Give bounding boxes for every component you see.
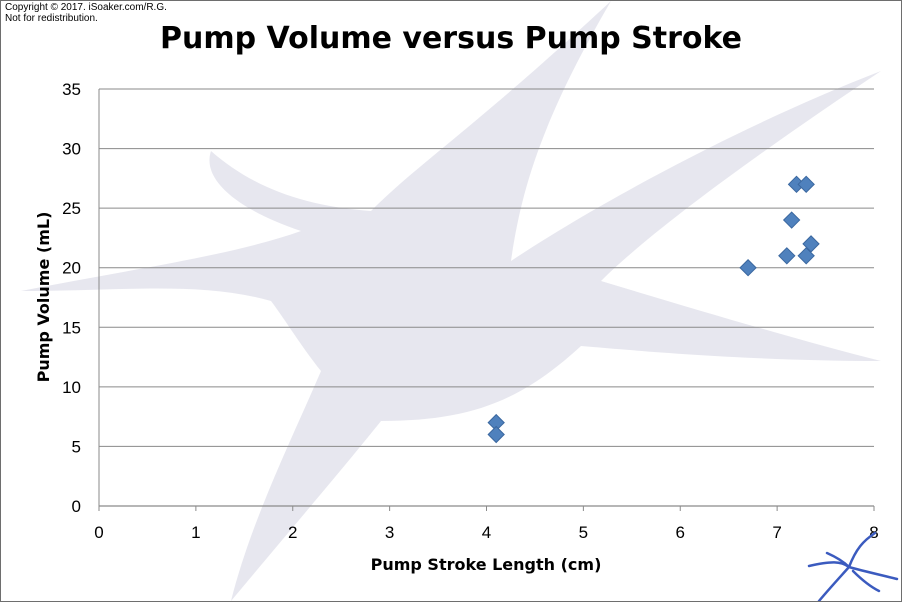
y-tick-label: 35 <box>62 80 81 99</box>
data-point <box>802 235 820 253</box>
x-axis-label: Pump Stroke Length (cm) <box>371 555 602 574</box>
x-tick-label: 1 <box>191 523 200 542</box>
y-tick-label: 0 <box>72 497 81 516</box>
x-tick-label: 7 <box>772 523 781 542</box>
y-tick-label: 5 <box>72 437 81 456</box>
copyright-notice: Copyright © 2017. iSoaker.com/R.G. Not f… <box>5 2 167 24</box>
data-point <box>739 259 757 277</box>
y-axis-label: Pump Volume (mL) <box>34 212 53 383</box>
x-tick-label: 2 <box>288 523 297 542</box>
y-tick-labels: 0 5 10 15 20 25 30 35 <box>62 80 81 516</box>
x-tick-label: 3 <box>385 523 394 542</box>
y-tick-label: 15 <box>62 318 81 337</box>
y-tick-label: 20 <box>62 259 81 278</box>
data-point <box>797 175 815 194</box>
y-tick-label: 10 <box>62 378 81 397</box>
isoaker-splash-logo-icon <box>807 531 899 601</box>
scatter-series <box>487 175 820 444</box>
x-tick-label: 6 <box>676 523 685 542</box>
watermark-splash-icon <box>21 1 881 601</box>
x-tick-label: 5 <box>579 523 588 542</box>
y-tick-label: 30 <box>62 140 81 159</box>
data-point <box>487 425 505 444</box>
data-point <box>797 247 815 265</box>
y-tick-label: 25 <box>62 199 81 218</box>
data-point <box>778 247 796 265</box>
gridlines <box>98 88 875 511</box>
x-tick-label: 0 <box>94 523 103 542</box>
chart-title: Pump Volume versus Pump Stroke <box>160 21 742 56</box>
x-tick-label: 4 <box>482 523 491 542</box>
data-point <box>782 211 801 229</box>
